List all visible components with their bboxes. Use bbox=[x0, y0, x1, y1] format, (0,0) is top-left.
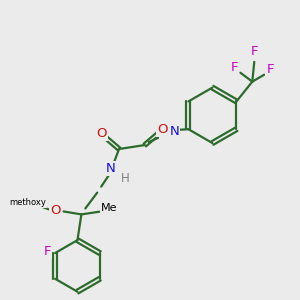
Text: Me: Me bbox=[101, 203, 117, 214]
Text: O: O bbox=[50, 204, 61, 217]
Text: F: F bbox=[44, 244, 51, 258]
Text: O: O bbox=[96, 127, 106, 140]
Text: F: F bbox=[250, 45, 258, 58]
Text: F: F bbox=[231, 61, 238, 74]
Text: O: O bbox=[158, 123, 168, 136]
Text: N: N bbox=[106, 162, 116, 175]
Text: N: N bbox=[169, 125, 179, 138]
Text: methoxy: methoxy bbox=[10, 198, 46, 207]
Text: F: F bbox=[266, 63, 274, 76]
Text: H: H bbox=[160, 125, 169, 138]
Text: H: H bbox=[121, 172, 129, 185]
